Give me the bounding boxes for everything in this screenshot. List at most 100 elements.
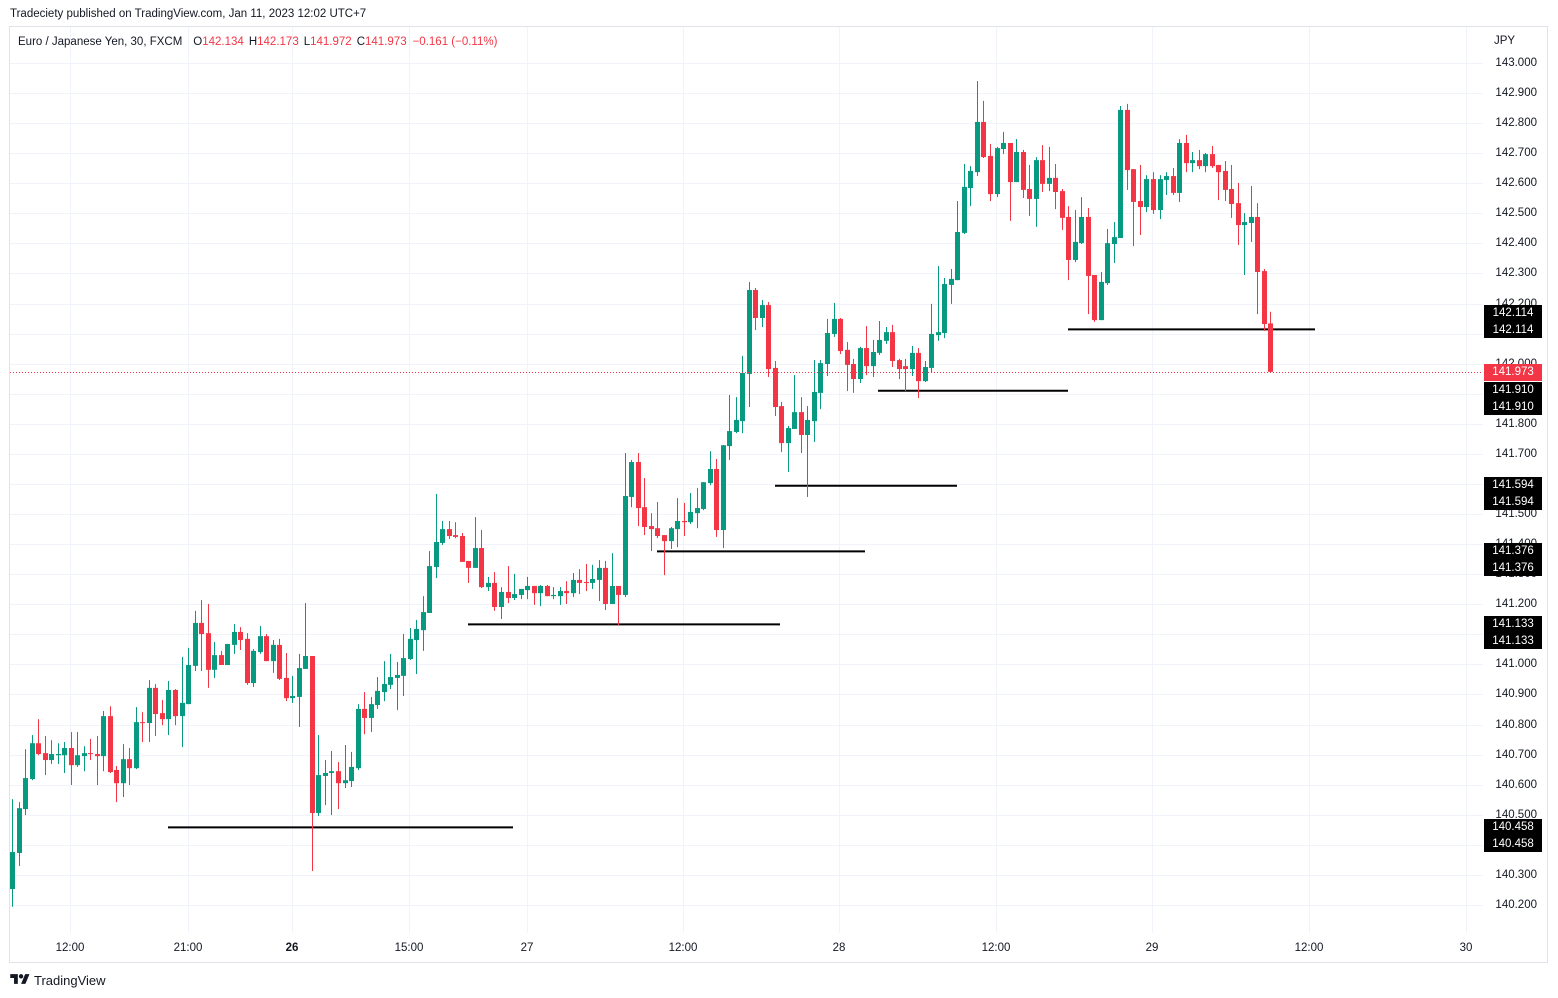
symbol-legend: Euro / Japanese Yen, 30, FXCM O142.134 H14…	[18, 35, 497, 49]
time-tick-label: 29	[1145, 942, 1159, 954]
candle-body	[499, 591, 504, 607]
candle-body	[1066, 216, 1071, 260]
candle-wick	[84, 746, 85, 772]
candle	[1216, 164, 1221, 201]
candle	[949, 268, 954, 304]
candle-body	[1177, 142, 1182, 193]
candle	[264, 634, 269, 662]
candle	[199, 600, 204, 672]
candle-body	[1001, 142, 1006, 150]
candle	[10, 799, 15, 907]
candle	[877, 321, 882, 355]
candle-wick	[508, 566, 509, 604]
candle-body	[662, 535, 667, 542]
candle	[936, 265, 941, 341]
tradingview-logo-icon[interactable]	[10, 972, 30, 990]
time-tick-label: 30	[1459, 942, 1473, 954]
price-label-text: 141.973	[1492, 366, 1534, 378]
candle-body	[1164, 176, 1169, 180]
candle-body	[538, 585, 543, 594]
candle-wick	[64, 742, 65, 773]
candle	[1053, 164, 1058, 210]
price-label-text: 141.376	[1492, 561, 1534, 574]
candle	[349, 751, 354, 788]
candle	[825, 318, 830, 377]
candle	[962, 164, 967, 235]
candle	[153, 683, 158, 736]
candle-body	[577, 579, 582, 583]
candle	[1131, 169, 1136, 247]
candle	[127, 748, 132, 786]
level-price-label: 140.458 140.458	[1484, 819, 1542, 852]
candle-body	[1125, 109, 1130, 171]
candle	[721, 445, 726, 549]
candle	[818, 360, 823, 410]
candle-wick	[162, 699, 163, 726]
chart-frame	[9, 26, 1548, 963]
candle-body	[1144, 179, 1149, 208]
candle	[669, 526, 674, 549]
candle-body	[688, 511, 693, 523]
candle	[623, 453, 628, 598]
candle	[779, 401, 784, 453]
high-label: H	[248, 36, 258, 48]
candle-wick	[38, 719, 39, 756]
candle-body	[329, 771, 334, 773]
tradingview-brand[interactable]: TradingView	[34, 973, 106, 988]
candle-body	[929, 333, 934, 368]
candle	[316, 735, 321, 816]
candle	[975, 81, 980, 177]
candle-body	[153, 687, 158, 715]
candle	[114, 766, 119, 803]
candle	[766, 302, 771, 377]
candle-wick	[664, 535, 665, 576]
candle	[747, 281, 752, 408]
price-tick-label: 140.700	[1495, 748, 1537, 761]
candle-body	[949, 278, 954, 285]
candle-body	[1099, 281, 1104, 321]
candle-body	[864, 348, 869, 367]
candle-wick	[807, 406, 808, 497]
candle-wick	[612, 553, 613, 604]
candle-body	[1229, 188, 1234, 205]
candle	[101, 711, 106, 772]
candle-body	[245, 638, 250, 684]
price-label-text: 141.594	[1492, 479, 1534, 491]
candle	[290, 675, 295, 703]
candle-body	[303, 656, 308, 669]
candle-body	[1223, 170, 1228, 190]
candle-body	[558, 591, 563, 597]
candle	[95, 735, 100, 786]
candle-body	[805, 419, 810, 435]
candle	[323, 760, 328, 806]
candle-wick	[657, 502, 658, 539]
candle-body	[316, 775, 321, 813]
candle	[1223, 161, 1228, 202]
publication-attribution: Tradeciety published on TradingView.com,…	[10, 8, 367, 20]
candle-body	[610, 585, 615, 604]
candle-wick	[390, 653, 391, 690]
price-tick-label: 141.000	[1495, 658, 1537, 671]
candle-body	[1242, 222, 1247, 226]
candle	[212, 641, 217, 678]
candle	[140, 712, 145, 743]
time-tick-label: 28	[832, 942, 846, 954]
candle-body	[36, 743, 41, 755]
candle	[225, 643, 230, 666]
candle	[636, 453, 641, 527]
symbol-title[interactable]: Euro / Japanese Yen, 30, FXCM	[18, 36, 183, 48]
time-tick-label: 12:00	[1294, 942, 1324, 954]
candle-body	[832, 318, 837, 334]
candle	[251, 649, 256, 687]
candle	[499, 587, 504, 620]
time-tick-label: 12:00	[55, 942, 85, 954]
candle	[858, 346, 863, 383]
level-price-label: 141.594 141.594	[1484, 477, 1542, 510]
candle-body	[877, 339, 882, 353]
candle	[193, 610, 198, 672]
candle	[238, 627, 243, 650]
close-label: C	[356, 36, 366, 48]
price-tick-label: 140.600	[1495, 778, 1537, 791]
time-tick-label: 15:00	[394, 942, 424, 954]
